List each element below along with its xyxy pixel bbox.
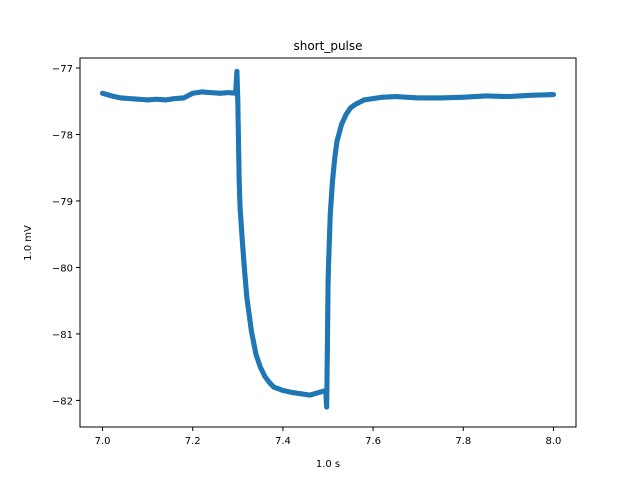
axes-frame [79,57,577,428]
y-axis-label: 1.0 mV [23,225,34,261]
y-tick-label: −81 [52,330,73,341]
x-tick-label: 7.6 [365,436,381,447]
y-tick-label: −82 [52,396,73,407]
x-tick-label: 7.4 [275,436,291,447]
x-tick-label: 7.2 [185,436,201,447]
y-tick-label: −77 [52,64,73,75]
y-tick-label: −79 [52,197,73,208]
chart-title: short_pulse [293,39,362,53]
x-tick-label: 7.0 [95,436,111,447]
data-point [550,91,557,98]
plot-area: 7.0 7.2 7.4 7.6 7.8 8.0 −82 −81 −80 −79 −78 −77 [52,57,577,447]
x-tick-label: 7.8 [455,436,471,447]
x-tick-label: 8.0 [546,436,562,447]
y-tick-label: −80 [52,263,73,274]
y-tick-label: −78 [52,130,73,141]
x-axis-label: 1.0 s [316,459,340,470]
